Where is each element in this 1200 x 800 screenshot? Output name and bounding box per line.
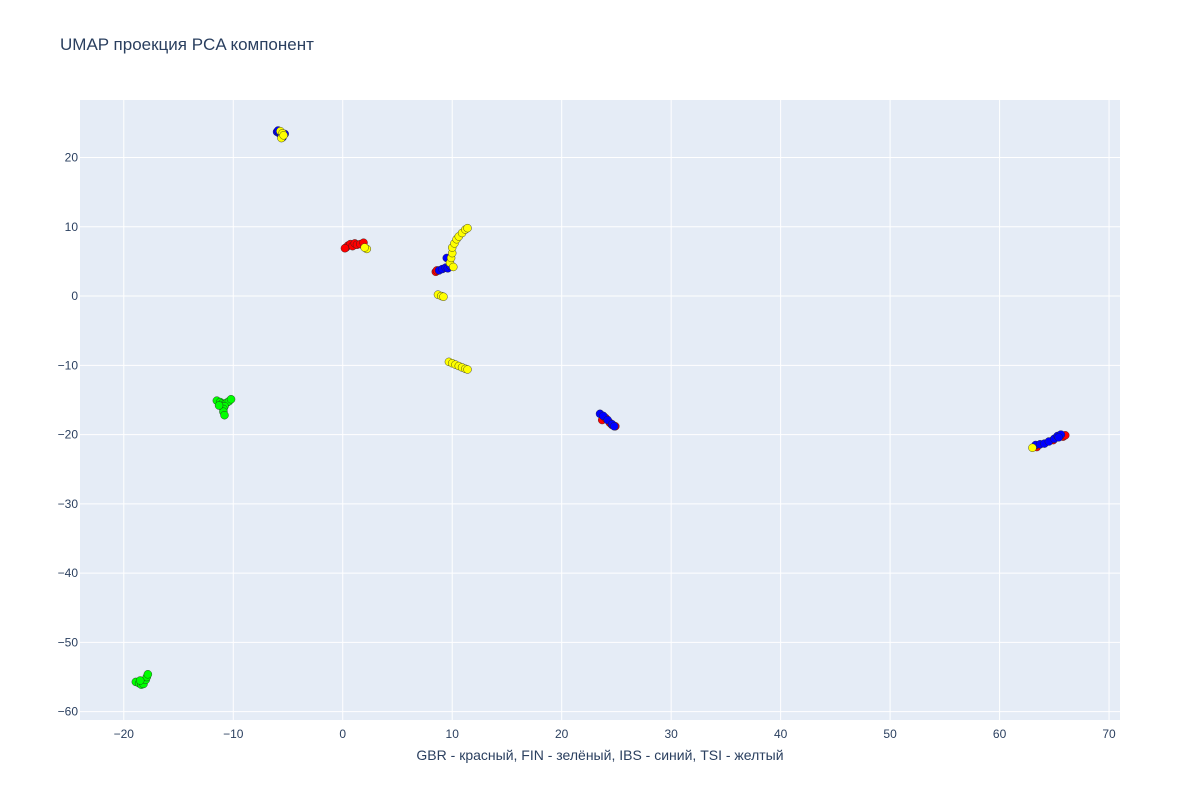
x-tick-label: −10 (223, 727, 244, 741)
data-point (340, 244, 350, 253)
data-point (1028, 443, 1037, 452)
y-tick-label: 20 (65, 150, 79, 164)
data-points (131, 126, 1070, 689)
point-series-3 (276, 126, 1037, 452)
point-series-1 (131, 395, 236, 689)
data-point (220, 410, 229, 420)
data-point (1054, 433, 1063, 442)
x-tick-label: 40 (774, 727, 788, 741)
x-tick-label: −20 (114, 727, 135, 741)
x-tick-label: 60 (993, 727, 1007, 741)
chart-title: UMAP проекция PCA компонент (60, 35, 314, 54)
y-tick-label: −60 (58, 705, 79, 719)
data-point (360, 243, 369, 252)
y-tick-label: −20 (58, 428, 79, 442)
data-point (136, 676, 145, 685)
x-tick-label: 0 (339, 727, 346, 741)
grid-lines (80, 100, 1120, 720)
x-axis-title: GBR - красный, FIN - зелёный, IBS - сини… (416, 747, 783, 763)
x-tick-label: 10 (446, 727, 460, 741)
data-point (214, 401, 224, 410)
data-point (439, 292, 448, 301)
data-point (279, 131, 288, 140)
data-point (463, 365, 472, 374)
y-tick-label: −30 (58, 497, 79, 511)
x-tick-label: 70 (1102, 727, 1116, 741)
data-point (226, 395, 236, 404)
x-tick-label: 30 (664, 727, 678, 741)
x-tick-label: 50 (883, 727, 897, 741)
y-tick-label: −40 (58, 566, 79, 580)
y-tick-label: −10 (58, 358, 79, 372)
data-point (463, 223, 472, 233)
data-point (143, 670, 153, 679)
y-tick-label: −50 (58, 635, 79, 649)
y-tick-label: 0 (71, 289, 78, 303)
data-point (449, 262, 458, 272)
y-tick-label: 10 (65, 220, 79, 234)
data-point (610, 422, 619, 431)
x-tick-labels: −20 −10 0 10 20 30 40 50 60 70 (114, 727, 1116, 741)
y-tick-labels: −60 −50 −40 −30 −20 −10 0 10 20 (58, 150, 79, 718)
x-tick-label: 20 (555, 727, 569, 741)
